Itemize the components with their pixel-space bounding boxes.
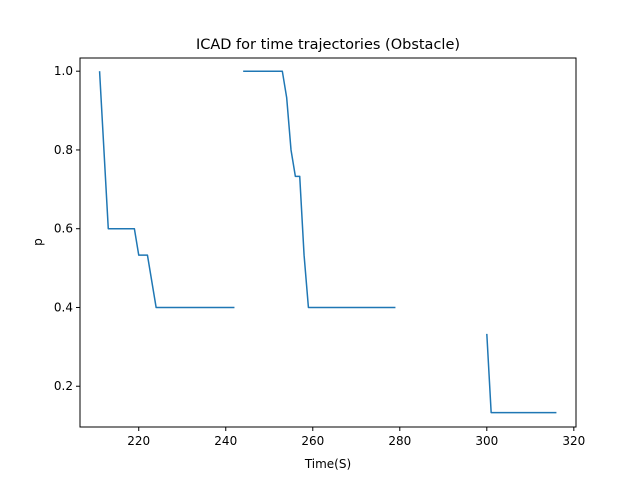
x-axis-ticks: 220 240 260 280 300 320 bbox=[127, 427, 585, 448]
x-axis-label: Time(S) bbox=[304, 457, 351, 471]
y-tick-label: 0.2 bbox=[54, 379, 73, 393]
x-tick-label: 240 bbox=[214, 434, 237, 448]
y-tick-label: 1.0 bbox=[54, 64, 73, 78]
y-axis-label: p bbox=[31, 238, 45, 246]
y-tick-label: 0.4 bbox=[54, 300, 73, 314]
y-axis-ticks: 0.2 0.4 0.6 0.8 1.0 bbox=[54, 64, 80, 393]
x-tick-label: 320 bbox=[562, 434, 585, 448]
x-tick-label: 220 bbox=[127, 434, 150, 448]
series-line-3 bbox=[486, 333, 557, 414]
x-tick-label: 280 bbox=[388, 434, 411, 448]
plot-lines bbox=[98, 70, 557, 414]
chart-title: ICAD for time trajectories (Obstacle) bbox=[196, 37, 460, 53]
series-line-1 bbox=[98, 71, 235, 309]
series-line-2 bbox=[243, 70, 396, 309]
y-tick-label: 0.6 bbox=[54, 222, 73, 236]
plot-frame bbox=[79, 57, 577, 428]
y-tick-label: 0.8 bbox=[54, 143, 73, 157]
x-tick-label: 300 bbox=[475, 434, 498, 448]
x-tick-label: 260 bbox=[301, 434, 324, 448]
